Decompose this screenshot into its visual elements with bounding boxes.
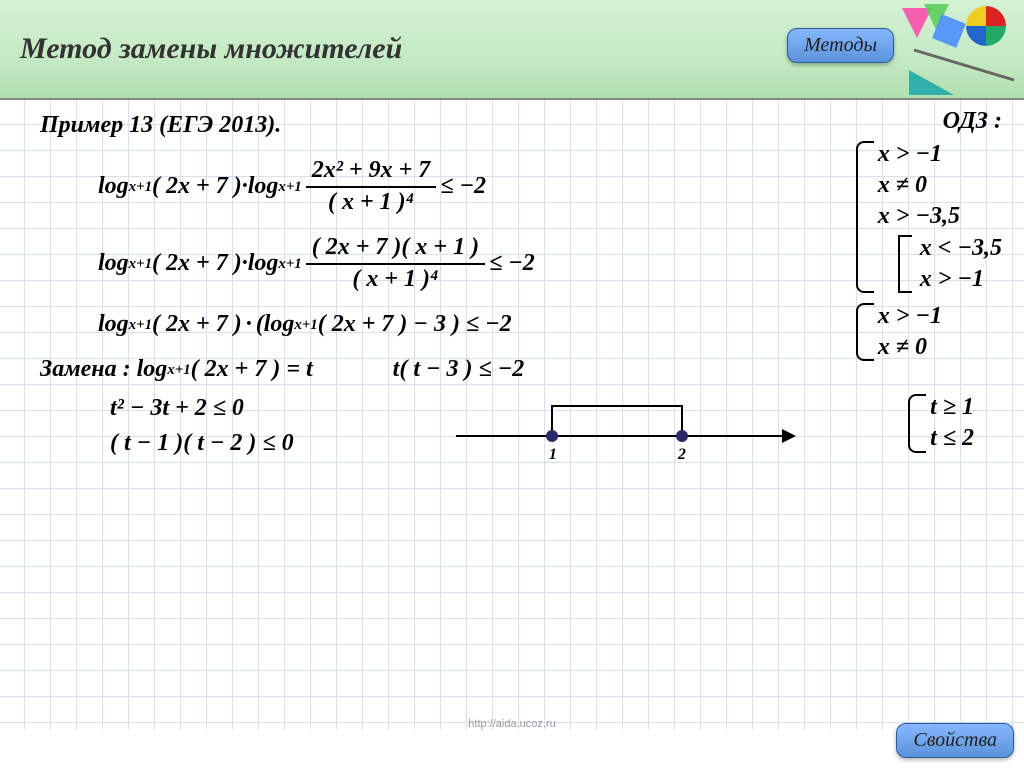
math-text: log — [98, 173, 129, 200]
fraction: ( 2x + 7 )( x + 1 ) ( x + 1 )⁴ — [306, 234, 485, 293]
point-2 — [676, 430, 688, 442]
fraction-num: 2x² + 9x + 7 — [306, 157, 437, 188]
watermark: http://aida.ucoz.ru — [468, 718, 555, 730]
math-text: ≤ −2 — [489, 250, 535, 277]
axis-line — [456, 435, 788, 437]
odz-line: x ≠ 0 — [878, 332, 1002, 363]
math-text: ≤ −2 — [440, 173, 486, 200]
properties-button[interactable]: Свойства — [896, 723, 1014, 758]
corner-decoration-icon — [894, 0, 1024, 100]
t-quadratic: t² − 3t + 2 ≤ 0 — [110, 395, 294, 422]
odz-panel: ОДЗ : x > −1 x ≠ 0 x > −3,5 x < −3,5 x >… — [856, 108, 1002, 369]
bottom-row: t² − 3t + 2 ≤ 0 ( t − 1 )( t − 2 ) ≤ 0 1… — [40, 391, 1004, 461]
point-1 — [546, 430, 558, 442]
fraction-den: ( x + 1 )⁴ — [328, 188, 414, 217]
header-bar: Метод замены множителей Методы — [0, 0, 1024, 100]
fraction-num: ( 2x + 7 )( x + 1 ) — [306, 234, 485, 265]
t-equations: t² − 3t + 2 ≤ 0 ( t − 1 )( t − 2 ) ≤ 0 — [110, 395, 294, 457]
point-label: 2 — [678, 446, 686, 464]
math-text: ( 2x + 7 ) − 3 ) ≤ −2 — [318, 311, 512, 338]
odz-group-1: x > −1 x ≠ 0 x > −3,5 x < −3,5 x > −1 — [856, 139, 1002, 295]
t-answer-line: t ≥ 1 — [930, 392, 974, 423]
math-text: ( 2x + 7 ) — [152, 173, 242, 200]
odz-line: x > −1 — [878, 301, 1002, 332]
t-inequality: t( t − 3 ) ≤ −2 — [393, 356, 525, 383]
math-text: ( 2x + 7 ) — [152, 311, 242, 338]
fraction-den: ( x + 1 )⁴ — [352, 265, 438, 294]
math-text: ( 2x + 7 ) = t — [191, 356, 313, 383]
odz-title: ОДЗ : — [856, 108, 1002, 135]
content-area: Пример 13 (ЕГЭ 2013). ОДЗ : x > −1 x ≠ 0… — [0, 100, 1024, 730]
methods-button[interactable]: Методы — [787, 28, 894, 63]
odz-group-2: x > −1 x ≠ 0 — [856, 301, 1002, 363]
footer-bar: Свойства — [0, 730, 1024, 768]
t-answer-group: t ≥ 1 t ≤ 2 — [908, 392, 974, 454]
math-text: log — [248, 173, 279, 200]
math-text: (log — [256, 311, 295, 338]
arrow-icon — [782, 429, 796, 443]
math-text: log — [98, 311, 129, 338]
odz-line: x > −1 — [920, 264, 1002, 295]
math-text: log — [248, 250, 279, 277]
t-factored: ( t − 1 )( t − 2 ) ≤ 0 — [110, 430, 294, 457]
interval-bracket — [551, 405, 683, 435]
odz-line: x > −3,5 — [878, 201, 1002, 232]
number-line: 1 2 — [456, 391, 796, 461]
t-answer-line: t ≤ 2 — [930, 423, 974, 454]
math-text: · — [246, 311, 252, 338]
odz-subgroup: x < −3,5 x > −1 — [898, 233, 1002, 295]
math-text: ( 2x + 7 ) — [152, 250, 242, 277]
math-text: log — [98, 250, 129, 277]
fraction: 2x² + 9x + 7 ( x + 1 )⁴ — [306, 157, 437, 216]
substitution: Замена : logx+1 ( 2x + 7 ) = t — [40, 356, 313, 383]
point-label: 1 — [549, 446, 557, 464]
odz-line: x > −1 — [878, 139, 1002, 170]
odz-line: x ≠ 0 — [878, 170, 1002, 201]
math-text: Замена : log — [40, 356, 167, 383]
slide-title: Метод замены множителей — [20, 32, 402, 66]
odz-line: x < −3,5 — [920, 233, 1002, 264]
slide: Метод замены множителей Методы Пример 13… — [0, 0, 1024, 768]
